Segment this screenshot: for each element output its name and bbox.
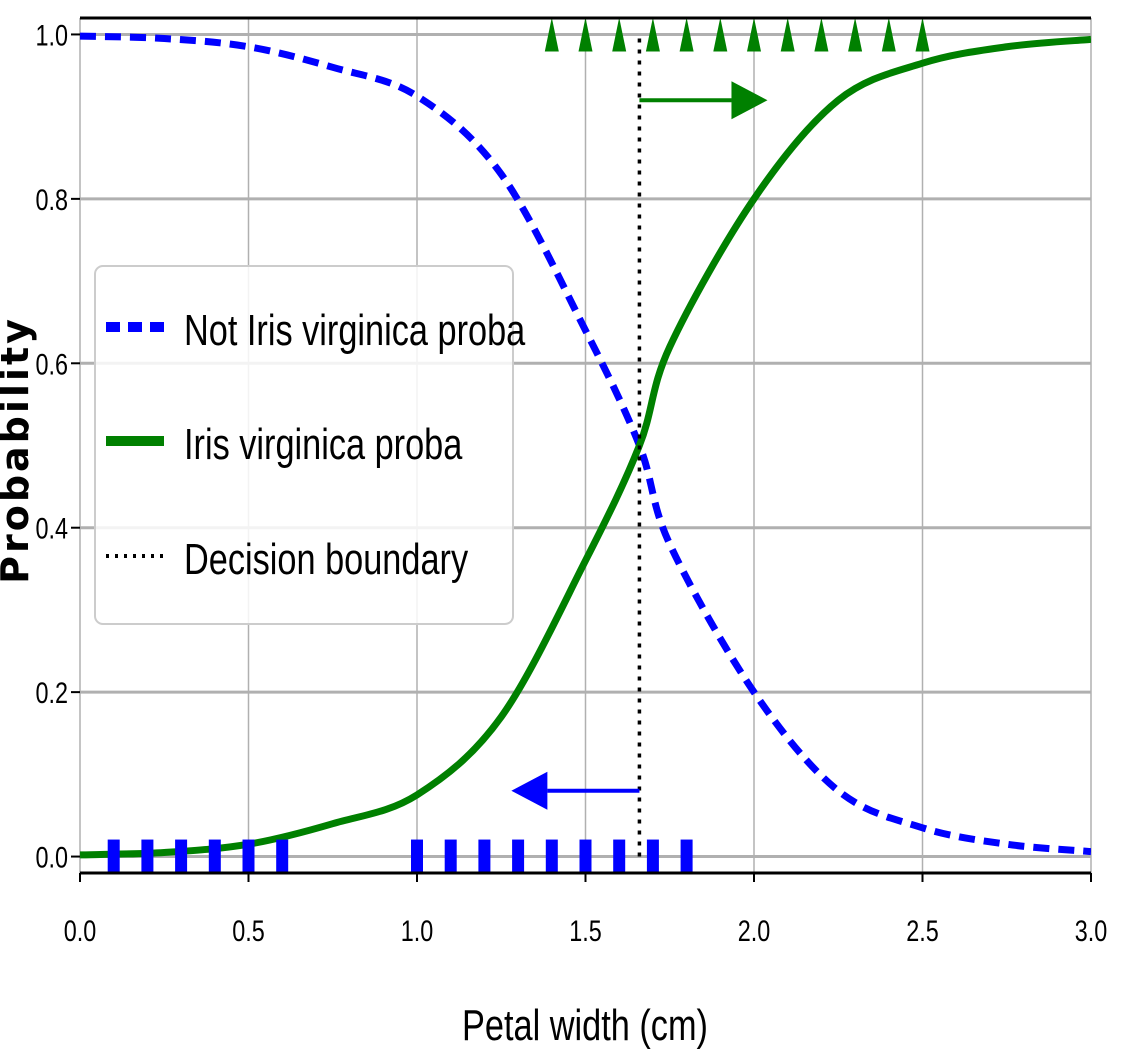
positive-sample-marker xyxy=(747,17,761,52)
x-tick-label: 0.5 xyxy=(232,914,265,947)
negative-sample-marker xyxy=(680,839,693,874)
negative-sample-marker xyxy=(276,839,289,874)
negative-sample-marker xyxy=(478,839,491,874)
positive-sample-marker xyxy=(780,17,795,52)
x-axis-label: Petal width (cm) xyxy=(462,1001,708,1050)
negative-sample-marker xyxy=(107,839,120,874)
negative-sample-marker xyxy=(613,839,626,874)
positive-sample-marker xyxy=(915,17,930,52)
series-line-0 xyxy=(80,32,1091,856)
y-tick-label: 1.0 xyxy=(35,19,68,52)
negative-sample-marker xyxy=(646,839,659,874)
negative-sample-marker xyxy=(579,839,592,874)
legend-label-not-virginica: Not Iris virginica proba xyxy=(184,306,525,355)
tick-labels: 0.0 0.5 1.0 1.5 2.0 2.5 3.0 0.0 0.2 0.4 0.6 0.8 1.0 xyxy=(35,19,1107,948)
x-tick-label: 3.0 xyxy=(1075,914,1108,947)
positive-sample-marker xyxy=(713,17,728,52)
positive-sample-marker xyxy=(544,17,559,52)
markers xyxy=(107,17,930,874)
negative-sample-marker xyxy=(545,839,558,874)
negative-sample-marker xyxy=(512,839,525,874)
negative-sample-marker xyxy=(242,839,255,874)
y-tick-label: 0.6 xyxy=(35,348,68,381)
series-line-1 xyxy=(80,35,1091,859)
arrow-head-1 xyxy=(511,771,548,810)
legend-label-virginica: Iris virginica proba xyxy=(184,420,462,469)
negative-sample-marker xyxy=(208,839,221,874)
positive-sample-marker xyxy=(612,17,627,52)
positive-sample-marker xyxy=(679,17,694,52)
arrow-head-0 xyxy=(731,81,768,120)
positive-sample-marker xyxy=(814,17,829,52)
x-tick-label: 2.5 xyxy=(906,914,939,947)
positive-sample-marker xyxy=(848,17,863,52)
legend-label-decision-boundary: Decision boundary xyxy=(184,535,468,584)
negative-sample-marker xyxy=(141,839,154,874)
positive-sample-marker xyxy=(881,17,896,52)
x-tick-label: 1.0 xyxy=(401,914,434,947)
negative-sample-marker xyxy=(411,839,423,874)
y-tick-label: 0.8 xyxy=(35,183,68,216)
negative-sample-marker xyxy=(175,839,188,874)
legend-box xyxy=(94,265,514,625)
positive-sample-marker xyxy=(578,17,593,52)
positive-sample-marker xyxy=(645,17,660,52)
arrows xyxy=(511,81,768,810)
y-axis-label: Probability xyxy=(0,316,37,584)
y-tick-label: 0.4 xyxy=(35,512,68,545)
y-tick-label: 0.2 xyxy=(35,676,68,709)
x-tick-label: 2.0 xyxy=(738,914,771,947)
y-tick-label: 0.0 xyxy=(35,841,68,874)
x-tick-label: 0.0 xyxy=(64,914,97,947)
curves xyxy=(80,32,1091,859)
x-tick-label: 1.5 xyxy=(569,914,602,947)
legend: Not Iris virginica proba Iris virginica … xyxy=(94,265,525,625)
negative-sample-marker xyxy=(444,839,457,874)
